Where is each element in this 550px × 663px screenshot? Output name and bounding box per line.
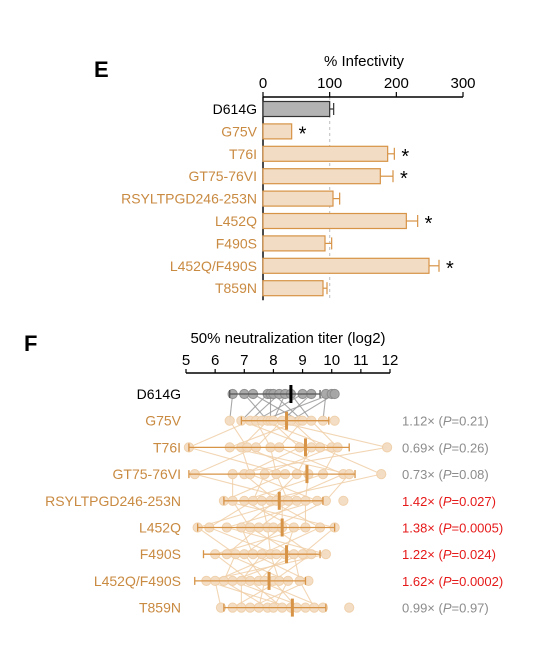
neutralization-chart: 50% neutralization titer (log2) 5 6 7 8 9 10 1… (45, 330, 503, 617)
paired-line (226, 527, 260, 555)
neutralization-axis-title: 50% neutralization titer (log2) (190, 330, 385, 347)
x-tick-label: 9 (298, 352, 306, 369)
x-tick-label: 5 (182, 352, 190, 369)
paired-line (302, 527, 335, 555)
sample-point (329, 415, 340, 426)
x-tick-label: 12 (382, 352, 399, 369)
fold-change-annotation: 1.12× (P=0.21) (402, 414, 489, 429)
x-tick-label: 200 (384, 75, 409, 92)
panel-letter-e: E (94, 57, 109, 82)
fold-change-annotation: 0.73× (P=0.08) (402, 467, 489, 482)
category-label: RSYLTPGD246-253N (121, 191, 257, 207)
category-label: GT75-76VI (189, 168, 257, 184)
category-label: G75V (145, 413, 181, 429)
sample-point (224, 415, 235, 426)
x-tick-label: 0 (259, 75, 267, 92)
x-tick-label: 300 (450, 75, 475, 92)
significance-star: * (400, 168, 408, 190)
sample-point (376, 469, 387, 480)
fold-change-annotation: 1.22× (P=0.024) (402, 547, 496, 562)
category-label: L452Q (139, 520, 181, 536)
x-tick-label: 7 (240, 352, 248, 369)
bar (262, 123, 293, 140)
paired-line (214, 526, 306, 555)
significance-star: * (401, 146, 409, 168)
bar (262, 280, 324, 297)
category-label: RSYLTPGD246-253N (45, 493, 181, 509)
paired-line (229, 420, 248, 448)
paired-line (188, 446, 286, 475)
fold-change-annotation: 1.42× (P=0.027) (402, 494, 496, 509)
x-tick-label: 100 (317, 75, 342, 92)
significance-star: * (446, 258, 454, 280)
paired-line (240, 393, 268, 422)
category-label: L452Q (215, 213, 257, 229)
panel-letter-f: F (24, 331, 37, 356)
sample-point (320, 549, 331, 560)
category-label: T76I (229, 146, 257, 162)
sample-point (381, 442, 393, 453)
fold-change-annotation: 0.69× (P=0.26) (402, 440, 489, 455)
category-label: L452Q/F490S (170, 258, 257, 274)
category-label: D614G (213, 101, 257, 117)
x-tick-label: 11 (353, 352, 369, 369)
paired-line (249, 580, 283, 609)
paired-line (232, 446, 388, 475)
sample-point (344, 602, 355, 613)
paired-line (244, 446, 300, 475)
x-tick-label: 10 (323, 352, 340, 369)
category-label: T859N (139, 600, 181, 616)
bar (262, 212, 407, 230)
sample-point (338, 495, 349, 506)
category-label: T859N (215, 280, 257, 296)
sample-point (329, 388, 340, 400)
category-label: L452Q/F490S (94, 573, 181, 589)
fold-change-annotation: 1.38× (P=0.0005) (402, 521, 503, 536)
paired-line (281, 473, 344, 502)
bar (262, 100, 331, 118)
category-label: G75V (221, 123, 257, 139)
infectivity-axis-title: % Infectivity (324, 53, 405, 70)
significance-star: * (425, 213, 433, 235)
bar (262, 235, 326, 252)
paired-line (290, 420, 321, 448)
fold-change-annotation: 0.99× (P=0.97) (402, 601, 489, 616)
bar (262, 257, 430, 274)
bar (262, 190, 334, 207)
category-label: F490S (140, 546, 181, 562)
bar (262, 145, 389, 162)
x-tick-label: 6 (211, 352, 219, 369)
paired-line (255, 420, 283, 448)
significance-star: * (299, 123, 307, 145)
bar (262, 168, 381, 185)
category-label: GT75-76VI (113, 466, 181, 482)
category-label: F490S (216, 235, 257, 251)
category-label: T76I (153, 439, 181, 455)
fold-change-annotation: 1.62× (P=0.0002) (402, 574, 503, 589)
infectivity-bar-chart: % Infectivity 0 100 200 300 D614G G75V * T76I * G… (121, 53, 476, 301)
category-label: D614G (137, 386, 181, 402)
x-tick-label: 8 (269, 352, 277, 369)
